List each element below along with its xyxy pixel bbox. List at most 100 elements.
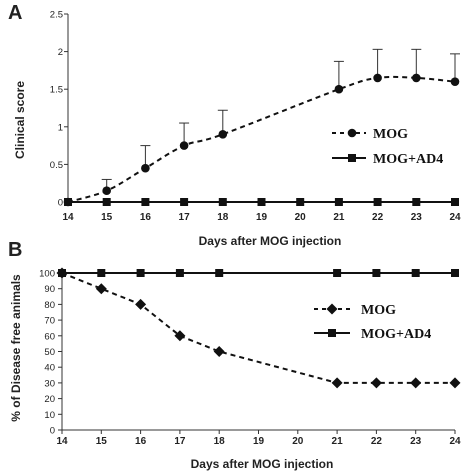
y-tick-label: 1.5: [50, 85, 63, 96]
data-point-MOG: [370, 377, 382, 389]
legend-marker-MOG: [347, 128, 357, 138]
data-point-MOG+AD4: [373, 198, 382, 206]
y-tick-label: 90: [44, 284, 55, 295]
data-point-MOG: [412, 73, 421, 83]
y-tick-label: 80: [44, 300, 55, 311]
data-point-MOG+AD4: [412, 198, 421, 206]
y-tick-label: 70: [44, 316, 55, 327]
data-point-MOG: [410, 377, 422, 389]
legend-label-MOG+AD4: MOG+AD4: [373, 152, 443, 167]
x-tick-label: 22: [372, 212, 384, 223]
x-tick-label: 14: [62, 212, 74, 223]
data-point-MOG+AD4: [296, 198, 305, 206]
y-tick-label: 1: [58, 122, 63, 133]
legend-label-MOG: MOG: [373, 127, 408, 142]
x-tick-label: 16: [140, 212, 152, 223]
y-tick-label: 0: [58, 198, 63, 209]
x-tick-label: 18: [214, 436, 226, 447]
panel-a-x-axis-title: Days after MOG injection: [199, 234, 342, 248]
data-point-MOG: [95, 283, 107, 295]
panel-a-y-axis-title: Clinical score: [13, 81, 27, 159]
data-point-MOG: [179, 141, 189, 150]
data-point-MOG: [450, 77, 460, 86]
data-point-MOG+AD4: [97, 269, 106, 277]
panel-a-axes: 0 0.5 1 1.5 2 2.5 14 15 16 17 18 19 20 21 22 23 24: [50, 10, 461, 224]
y-tick-label: 2.5: [50, 10, 63, 21]
data-point-MOG+AD4: [58, 269, 66, 277]
y-tick-label: 0: [50, 426, 55, 437]
legend-label-MOG: MOG: [361, 303, 396, 318]
y-tick-label: 30: [44, 378, 55, 389]
data-point-MOG+AD4: [215, 269, 224, 277]
data-point-MOG+AD4: [102, 198, 111, 206]
panel-a: A Clinical score Days after MOG injectio…: [8, 2, 461, 248]
panel-b-axes: 0 10 20 30 40 50 60 70 80 90 100 14 15 16 17 18 19 20 21 22…: [39, 269, 461, 448]
data-point-MOG: [102, 186, 111, 196]
x-tick-label: 20: [295, 212, 307, 223]
x-tick-label: 24: [449, 212, 461, 223]
x-tick-label: 15: [101, 212, 113, 223]
x-tick-label: 23: [410, 436, 422, 447]
data-point-MOG+AD4: [175, 269, 184, 277]
legend-marker-MOG: [326, 303, 338, 315]
y-tick-label: 20: [44, 394, 55, 405]
x-tick-label: 23: [411, 212, 423, 223]
panel-a-letter: A: [8, 2, 22, 24]
x-tick-label: 17: [179, 212, 191, 223]
panel-b-letter: B: [8, 239, 22, 261]
series-line-MOG: [61, 272, 455, 384]
x-tick-label: 15: [96, 436, 108, 447]
series-line-MOG: [67, 75, 456, 203]
x-tick-label: 19: [256, 212, 268, 223]
x-tick-label: 21: [332, 436, 344, 447]
data-point-MOG: [373, 73, 382, 83]
x-tick-label: 20: [292, 436, 304, 447]
data-point-MOG+AD4: [64, 198, 72, 206]
panel-a-marks: [63, 48, 460, 207]
data-point-MOG+AD4: [451, 269, 459, 277]
data-point-MOG: [174, 330, 186, 342]
data-point-MOG+AD4: [136, 269, 145, 277]
data-point-MOG+AD4: [218, 198, 227, 206]
panel-a-legend: MOG MOG+AD4: [332, 127, 443, 167]
data-point-MOG+AD4: [333, 269, 342, 277]
y-tick-label: 40: [44, 363, 55, 374]
legend-label-MOG+AD4: MOG+AD4: [361, 327, 431, 342]
data-point-MOG: [213, 346, 225, 357]
y-tick-label: 50: [44, 347, 55, 358]
y-tick-label: 100: [39, 269, 55, 280]
legend-marker-MOG+AD4: [348, 154, 356, 162]
legend-marker-MOG+AD4: [328, 329, 336, 337]
x-tick-label: 16: [135, 436, 147, 447]
panel-b-y-axis-title: % of Disease free animals: [9, 274, 23, 422]
data-point-MOG: [218, 130, 228, 139]
x-tick-label: 14: [56, 436, 68, 447]
panel-b-legend: MOG MOG+AD4: [314, 303, 431, 342]
x-tick-label: 18: [217, 212, 229, 223]
y-tick-label: 2: [58, 47, 63, 58]
x-tick-label: 21: [333, 212, 345, 223]
x-tick-label: 17: [174, 436, 186, 447]
data-point-MOG+AD4: [257, 198, 266, 206]
x-tick-label: 22: [371, 436, 383, 447]
data-point-MOG+AD4: [411, 269, 420, 277]
data-point-MOG+AD4: [372, 269, 381, 277]
panel-b-marks: [56, 267, 461, 389]
data-point-MOG: [331, 377, 343, 389]
data-point-MOG: [141, 163, 150, 173]
data-point-MOG+AD4: [141, 198, 150, 206]
data-point-MOG+AD4: [334, 198, 343, 206]
data-point-MOG+AD4: [451, 198, 459, 206]
data-point-MOG: [135, 298, 147, 310]
y-tick-label: 60: [44, 331, 55, 342]
data-point-MOG: [334, 84, 344, 94]
x-tick-label: 19: [253, 436, 265, 447]
y-tick-label: 0.5: [50, 160, 63, 171]
data-point-MOG: [449, 377, 461, 389]
x-tick-label: 24: [449, 436, 461, 447]
panel-b: B % of Disease free animals Days after M…: [8, 239, 461, 471]
data-point-MOG+AD4: [180, 198, 189, 206]
panel-b-x-axis-title: Days after MOG injection: [191, 457, 334, 471]
y-tick-label: 10: [44, 410, 55, 421]
